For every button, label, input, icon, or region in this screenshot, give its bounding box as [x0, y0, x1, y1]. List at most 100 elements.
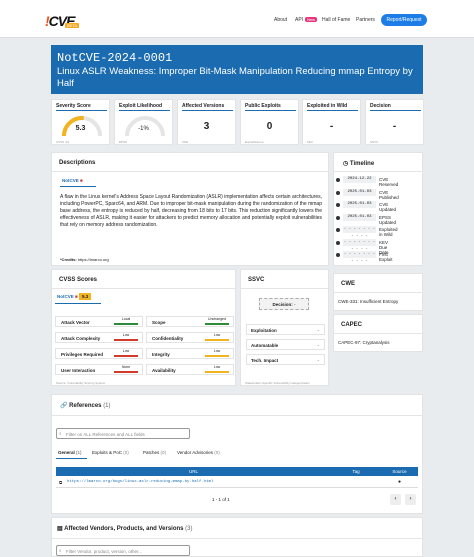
cvss-heading: CVSS Scores — [59, 277, 98, 283]
stat-foot: CPE — [182, 140, 189, 144]
cvss-metric: User Interaction None — [55, 364, 143, 375]
col-url[interactable]: URL — [188, 469, 198, 474]
metric-key: Availability — [152, 368, 176, 373]
metric-value: Low — [213, 365, 221, 369]
prev-page-button[interactable]: ‹ — [390, 494, 401, 505]
clock-icon: ◷ — [343, 161, 349, 167]
cve-title: Linux ASLR Weakness: Improper Bit-Mask M… — [57, 66, 413, 89]
logo-prefix: ! — [45, 13, 50, 29]
references-card: 🔗 References (1) — [51, 394, 423, 514]
cvss-score-badge: 5.3 — [79, 293, 92, 300]
cvss-metric: Integrity Low — [146, 348, 234, 359]
timeline-dot — [336, 178, 340, 182]
stat-affected-versions[interactable]: Affected Versions 3 CPE — [177, 99, 236, 145]
stat-exploited-in-wild: Exploited in Wild - KEV — [302, 99, 361, 145]
metric-bar — [114, 355, 138, 357]
col-source[interactable]: Source — [392, 469, 407, 474]
credits: *Credits: https://lmarco.org — [60, 257, 109, 262]
link-icon: 🔗 — [60, 403, 68, 409]
source-icon: ● — [397, 479, 402, 485]
references-heading: 🔗 References (1) — [60, 403, 111, 409]
exploited-in-wild-value: - — [329, 121, 334, 132]
stat-foot: EPSS — [119, 140, 128, 144]
description-text: A flaw in the Linux kernel's Address Spa… — [60, 194, 322, 228]
timeline-date: 2024-12-22 — [343, 176, 376, 183]
tab-reference-1[interactable]: Exploits & PoC (0) — [92, 450, 129, 455]
tab-cvss-notcve[interactable]: NotCVE ■ 5.3 — [57, 293, 92, 300]
capec-card: CAPEC CAPEC-97: Cryptanalysis — [333, 314, 423, 352]
affected-versions-value: 3 — [203, 121, 210, 132]
ssvc-row: Exploitation - — [246, 324, 325, 335]
metric-key: Integrity — [152, 352, 170, 357]
report-request-button[interactable]: Report/Request — [381, 14, 427, 26]
metric-key: Scope — [152, 320, 166, 325]
nav-api[interactable]: API New — [295, 17, 318, 23]
descriptions-heading: Descriptions — [59, 160, 96, 166]
ssvc-row: Tech. Impact - — [246, 354, 325, 365]
ssvc-key: Tech. Impact — [251, 358, 279, 363]
timeline-date: 2025-01-03 — [343, 188, 376, 196]
capec-link[interactable]: CAPEC-97: Cryptanalysis — [338, 340, 390, 345]
timeline-label: CVE Published — [379, 189, 399, 200]
ssvc-card: SSVC Decision: - Stakeholder-Specific Vu… — [240, 269, 329, 386]
reference-url[interactable]: https://lmarco.org/bugs/linux-aslr-reduc… — [67, 480, 214, 484]
cvss-metric: Privileges Required Low — [55, 348, 143, 359]
site-logo[interactable]: !CVE BETA — [45, 13, 85, 29]
tab-reference-2[interactable]: Patches (0) — [143, 450, 167, 455]
stat-foot: SSVC — [370, 140, 379, 144]
stat-public-exploits[interactable]: Public Exploits 0 ExploitSource — [240, 99, 299, 145]
metric-value: None — [121, 365, 131, 369]
timeline-date: - - - - - - - - - - - — [343, 226, 376, 238]
decision-value: - — [392, 121, 397, 132]
ssvc-foot: Stakeholder-Specific Vulnerability Categ… — [245, 381, 310, 385]
affected-heading: ▤ Affected Vendors, Products, and Versio… — [57, 526, 193, 532]
cwe-heading: CWE — [341, 281, 355, 287]
us-flag-icon: ■ — [80, 178, 83, 183]
ssvc-value: - — [317, 358, 320, 363]
affected-search-input[interactable]: ⌕ Filter Vendor, product, version, other.… — [56, 545, 190, 556]
col-tag[interactable]: Tag — [352, 469, 360, 474]
timeline-label: KEV Due Date — [379, 239, 389, 255]
tab-reference-3[interactable]: Vendor Advisories (0) — [177, 450, 220, 455]
public-exploits-value: 0 — [266, 121, 273, 132]
metric-value: Local — [121, 317, 131, 321]
metric-bar — [114, 371, 138, 373]
timeline-card: ◷ Timeline — [333, 152, 423, 266]
metric-key: Attack Vector — [61, 320, 90, 325]
cwe-card: CWE CWE-331: Insufficient Entropy — [333, 273, 423, 311]
metric-value: Unchanged — [208, 317, 226, 321]
metric-bar — [205, 339, 229, 341]
timeline-date: 2025-01-03 — [343, 201, 376, 208]
timeline-label: EPSS Updated — [379, 214, 397, 225]
metric-bar — [205, 323, 229, 325]
cvss-metric: Confidentiality Low — [146, 332, 234, 343]
timeline-dot — [336, 190, 340, 195]
stat-label: Public Exploits — [245, 103, 281, 109]
epss-value: -1% — [138, 126, 149, 132]
timeline-date: - - - - - - - - - - - — [343, 251, 376, 263]
next-page-button[interactable]: › — [405, 494, 416, 505]
stat-severity-score: Severity Score 5.3 CVSS 4.0 — [51, 99, 110, 145]
nav-partners[interactable]: Partners — [356, 17, 375, 23]
references-search-input[interactable]: ⌕ Filter on ALL References and ALL fields — [56, 428, 190, 439]
nav-api-label: API — [295, 17, 304, 23]
metric-bar — [114, 323, 138, 325]
tab-reference-0[interactable]: General (1) — [58, 450, 82, 455]
nav-hall-of-fame[interactable]: Hall of Fame — [322, 17, 351, 23]
ssvc-key: Automatable — [251, 343, 279, 348]
cvss-metric: Availability Low — [146, 364, 234, 375]
stat-label: Exploited in Wild — [307, 103, 348, 109]
stat-label: Severity Score — [56, 103, 91, 109]
ssvc-value: - — [317, 343, 320, 348]
cwe-link[interactable]: CWE-331: Insufficient Entropy — [338, 299, 399, 304]
capec-heading: CAPEC — [341, 322, 363, 328]
search-icon: ⌕ — [59, 431, 62, 436]
us-flag-icon: ■ — [75, 294, 78, 299]
credits-link[interactable]: https://lmarco.org — [77, 257, 109, 262]
tab-notcve-description[interactable]: NotCVE ■ — [62, 178, 83, 183]
nav-about[interactable]: About — [274, 17, 288, 23]
timeline-heading: ◷ Timeline — [343, 161, 375, 167]
logo-beta-badge: BETA — [65, 23, 80, 28]
ssvc-heading: SSVC — [248, 277, 265, 283]
cve-id: NotCVE-2024-0001 — [57, 51, 173, 65]
